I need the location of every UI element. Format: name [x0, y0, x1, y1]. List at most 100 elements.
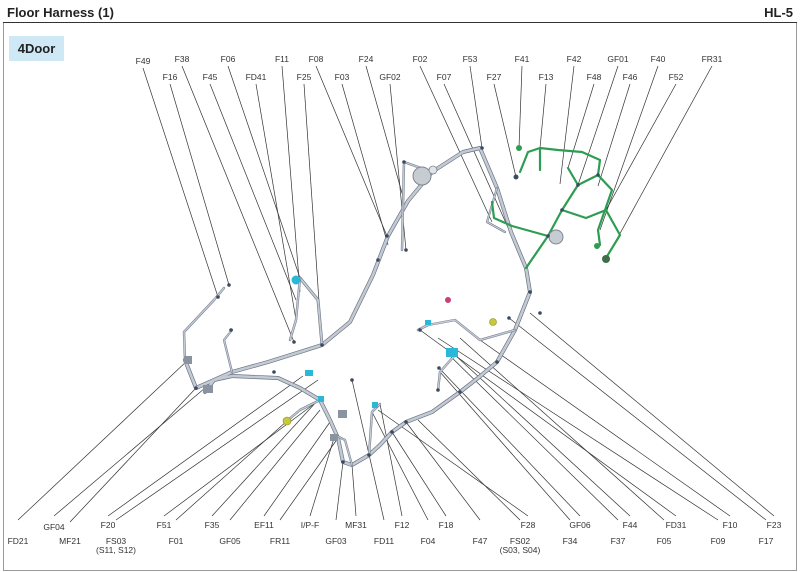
top-leader-f11 [281, 65, 301, 293]
top-label-f38: F38 [175, 54, 190, 64]
bottom-leader-fs02 [417, 419, 521, 521]
bottom-label-f04: F04 [421, 536, 436, 546]
top-label-f16: F16 [163, 72, 178, 82]
bottom-label-f47: F47 [473, 536, 488, 546]
bottom-label-s11-s12: (S11, S12) [96, 545, 136, 555]
bottom-leader-f18 [391, 431, 447, 517]
bottom-label-fd21: FD21 [8, 536, 29, 546]
bottom-leader-f34 [439, 371, 571, 521]
bottom-leader-f17 [508, 317, 767, 521]
top-label-f46: F46 [623, 72, 638, 82]
top-leader-f41 [518, 65, 523, 149]
bottom-leader-f35 [211, 399, 319, 517]
top-leader-f42 [559, 65, 575, 185]
bottom-label-f05: F05 [657, 536, 672, 546]
bottom-label-fr11: FR11 [270, 536, 290, 546]
top-label-f45: F45 [203, 72, 218, 82]
bottom-label-f10: F10 [723, 520, 738, 530]
bottom-leader-gf04 [53, 387, 206, 517]
top-leader-gf01 [577, 65, 619, 186]
bottom-leader-f04 [371, 411, 429, 521]
bottom-label-ef11: EF11 [254, 520, 274, 530]
bottom-label-f17: F17 [759, 536, 774, 546]
bottom-label-f20: F20 [101, 520, 116, 530]
bottom-label-f09: F09 [711, 536, 726, 546]
top-leader-f46 [597, 83, 631, 187]
top-label-fr31: FR31 [702, 54, 723, 64]
top-label-fd41: FD41 [246, 72, 267, 82]
bottom-label-fd11: FD11 [374, 536, 394, 546]
top-label-f07: F07 [437, 72, 452, 82]
bottom-label-mf21: MF21 [59, 536, 81, 546]
bottom-leader-f01 [175, 420, 288, 521]
top-label-f24: F24 [359, 54, 374, 64]
bottom-leader-f20 [107, 375, 304, 517]
bottom-leader-fs03 [115, 379, 319, 521]
bottom-label-fd31: FD31 [666, 520, 687, 530]
bottom-label-i-p-f: I/P-F [301, 520, 319, 530]
bottom-leader-f05 [459, 337, 665, 521]
top-leader-f49 [142, 67, 219, 298]
top-label-gf02: GF02 [379, 72, 401, 82]
bottom-label-f28: F28 [521, 520, 536, 530]
bottom-label-f18: F18 [439, 520, 454, 530]
bottom-label-f01: F01 [169, 536, 184, 546]
top-label-gf01: GF01 [607, 54, 629, 64]
top-leader-f48 [567, 83, 595, 169]
bottom-leader-gf03 [335, 461, 344, 521]
bottom-label-f51: F51 [157, 520, 172, 530]
top-label-f02: F02 [413, 54, 428, 64]
bottom-leader-f23 [529, 312, 775, 517]
bottom-leader-f12 [379, 403, 403, 517]
bottom-label-f44: F44 [623, 520, 638, 530]
top-leader-f52 [605, 83, 677, 211]
top-label-f25: F25 [297, 72, 312, 82]
bottom-label-f35: F35 [205, 520, 220, 530]
page-title: Floor Harness (1) [7, 5, 114, 20]
bottom-label-f37: F37 [611, 536, 626, 546]
bottom-leader-f10 [479, 339, 731, 517]
bottom-label-gf05: GF05 [219, 536, 241, 546]
top-label-f53: F53 [463, 54, 478, 64]
bottom-label-f12: F12 [395, 520, 410, 530]
bottom-label-mf31: MF31 [345, 520, 367, 530]
bottom-leader-f37 [445, 351, 619, 521]
bottom-leader-fd21 [17, 359, 189, 521]
top-leader-f45 [209, 83, 297, 301]
top-label-f06: F06 [221, 54, 236, 64]
top-leader-f24 [365, 65, 405, 201]
bottom-label-s03-s04: (S03, S04) [500, 545, 541, 555]
bottom-label-f34: F34 [563, 536, 578, 546]
top-leader-f40 [599, 65, 659, 231]
top-label-f03: F03 [335, 72, 350, 82]
top-label-f48: F48 [587, 72, 602, 82]
bottom-label-gf06: GF06 [569, 520, 591, 530]
bottom-leader-fd11 [351, 379, 385, 521]
page-frame [3, 23, 797, 571]
top-leader-f27 [493, 83, 517, 178]
top-leader-f02 [419, 65, 493, 223]
top-leader-f13 [539, 83, 547, 149]
top-leader-f16 [169, 83, 230, 286]
bottom-leader-i-p-f [309, 434, 336, 517]
bottom-leader-mf21 [69, 387, 197, 523]
door-variant-badge: 4Door [9, 36, 64, 61]
top-label-f27: F27 [487, 72, 502, 82]
top-label-f40: F40 [651, 54, 666, 64]
top-leader-fr31 [605, 65, 713, 260]
bottom-label-fs02: FS02 [510, 536, 531, 546]
bottom-label-fs03: FS03 [106, 536, 127, 546]
bottom-leader-f51 [163, 397, 323, 517]
top-label-f41: F41 [515, 54, 530, 64]
bottom-leader-fd31 [419, 329, 677, 517]
bottom-leader-f44 [454, 354, 631, 517]
top-label-f52: F52 [669, 72, 684, 82]
bottom-leader-fr11 [279, 437, 339, 521]
top-leader-f53 [469, 65, 483, 149]
bottom-leader-ef11 [263, 421, 331, 517]
bottom-label-f23: F23 [767, 520, 782, 530]
top-label-f11: F11 [275, 54, 289, 64]
bottom-label-gf03: GF03 [325, 536, 347, 546]
page-code: HL-5 [764, 5, 793, 20]
